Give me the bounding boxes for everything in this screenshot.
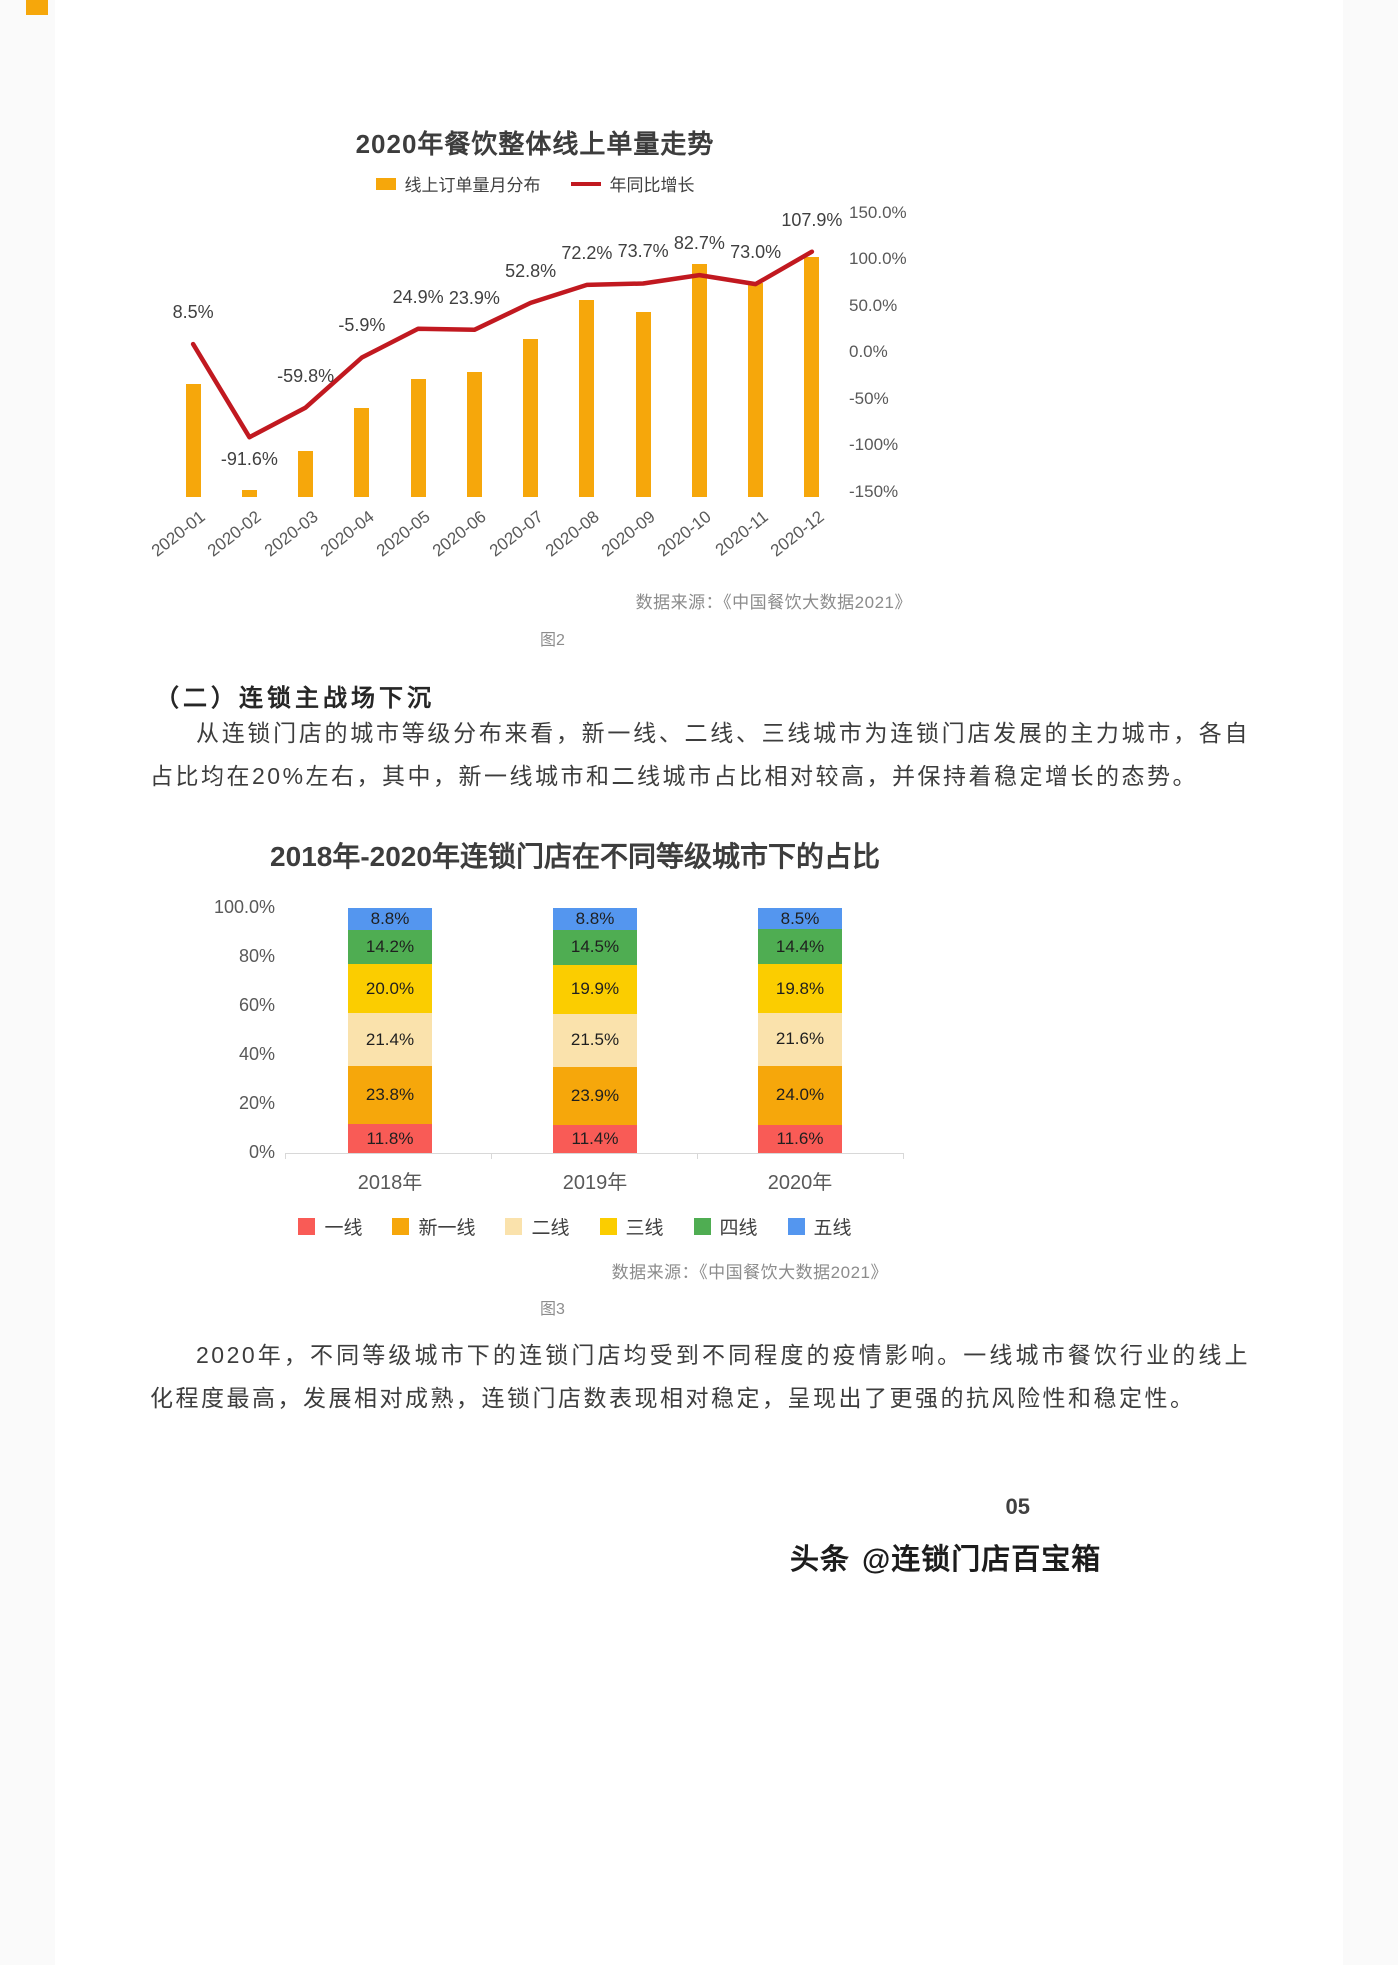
x-axis-tick xyxy=(285,1153,286,1159)
watermark-brand: 头条 xyxy=(790,1544,851,1576)
legend-item: 三线 xyxy=(599,1213,664,1240)
legend-item: 一线 xyxy=(298,1213,362,1240)
stack-segment: 11.8% xyxy=(348,1124,432,1153)
order-volume-bar xyxy=(298,451,314,497)
legend-swatch-icon xyxy=(693,1218,711,1235)
stack-segment: 14.4% xyxy=(758,929,842,965)
stack-segment: 19.8% xyxy=(758,964,842,1013)
chart1-title: 2020年餐饮整体线上单量走势 xyxy=(355,129,715,159)
chart2-title: 2018年-2020年连锁门店在不同等级城市下的占比 xyxy=(270,841,880,872)
legend-item-line-series: 年同比增长 xyxy=(570,171,695,196)
stack-segment: 23.9% xyxy=(553,1066,637,1126)
legend-item-bar-series: 线上订单量月分布 xyxy=(375,171,541,196)
y-axis-tick: -100% xyxy=(849,435,899,454)
stack-segment: 8.5% xyxy=(758,908,842,930)
line-data-label: 82.7% xyxy=(673,233,725,254)
y-axis-tick: 40% xyxy=(238,1044,275,1064)
legend-swatch-icon xyxy=(787,1218,805,1235)
legend-label: 五线 xyxy=(813,1218,852,1239)
stack-segment: 8.8% xyxy=(348,908,432,930)
stack-segment: 11.4% xyxy=(553,1125,637,1153)
y-axis-tick: 80% xyxy=(238,946,275,966)
stack-segment: 14.2% xyxy=(348,929,432,965)
legend-swatch-icon xyxy=(599,1218,617,1235)
legend-item: 五线 xyxy=(787,1213,852,1240)
stack-segment: 23.8% xyxy=(348,1065,432,1125)
y-axis-tick: 0.0% xyxy=(849,342,888,361)
x-axis-label: 2018年 xyxy=(357,1172,423,1194)
chart1-source: 数据来源：《中国餐饮大数据2021》 xyxy=(635,593,912,612)
stack-segment: 8.8% xyxy=(553,908,637,930)
line-data-label: 52.8% xyxy=(505,260,557,281)
line-data-label: 72.2% xyxy=(561,242,613,263)
stack-segment: 21.6% xyxy=(758,1012,842,1066)
line-data-label: 8.5% xyxy=(172,302,214,323)
y-axis-tick: 150.0% xyxy=(849,202,907,222)
y-axis-tick: 100.0% xyxy=(849,249,907,268)
page-number: 05 xyxy=(1005,1494,1030,1519)
y-axis-tick: 50.0% xyxy=(849,295,898,315)
y-axis-tick: 20% xyxy=(238,1093,275,1113)
chart1-legend: 线上订单量月分布 年同比增长 xyxy=(65,171,1005,196)
chart2-figure-label: 图3 xyxy=(540,1301,565,1318)
left-margin xyxy=(0,0,55,1965)
legend-swatch-icon xyxy=(298,1218,316,1235)
x-axis-label: 2019年 xyxy=(562,1172,628,1194)
line-data-label: -91.6% xyxy=(220,449,278,470)
y-axis-tick: -150% xyxy=(849,481,899,501)
legend-label: 一线 xyxy=(324,1218,363,1239)
legend-label: 新一线 xyxy=(418,1218,476,1239)
line-data-label: 73.7% xyxy=(617,241,669,262)
x-axis-line xyxy=(285,1153,903,1154)
chart2-legend: 一线 新一线 二线 三线 四线 五线 xyxy=(130,1213,1020,1240)
line-data-label: 24.9% xyxy=(392,286,444,307)
x-axis-tick xyxy=(697,1153,698,1159)
stack-segment: 21.5% xyxy=(553,1013,637,1067)
line-data-label: 23.9% xyxy=(448,287,500,308)
stack-segment: 24.0% xyxy=(758,1065,842,1125)
watermark-handle: @连锁门店百宝箱 xyxy=(862,1544,1102,1576)
stack-segment: 21.4% xyxy=(348,1013,432,1066)
legend-label: 四线 xyxy=(719,1218,758,1239)
line-data-label: 107.9% xyxy=(781,209,843,230)
y-axis-tick: 0% xyxy=(248,1142,275,1162)
stack-segment: 20.0% xyxy=(348,964,432,1014)
legend-label: 三线 xyxy=(625,1218,664,1239)
stack-segment: 14.5% xyxy=(553,929,637,966)
bar-swatch-icon xyxy=(375,177,396,190)
legend-label: 线上订单量月分布 xyxy=(404,176,541,195)
closing-paragraph: 2020年，不同等级城市下的连锁门店均受到不同程度的疫情影响。一线城市餐饮行业的… xyxy=(150,1342,1250,1411)
right-margin xyxy=(1343,0,1398,1965)
corner-decoration xyxy=(26,0,48,15)
legend-item: 四线 xyxy=(693,1213,758,1240)
legend-item: 新一线 xyxy=(392,1213,475,1240)
legend-item: 二线 xyxy=(505,1213,570,1240)
section-heading: （二）连锁主战场下沉 xyxy=(155,685,435,712)
y-axis-tick: 100.0% xyxy=(213,897,275,917)
stack-segment: 11.6% xyxy=(758,1124,842,1153)
chart2-source: 数据来源：《中国餐饮大数据2021》 xyxy=(611,1263,888,1282)
line-data-label: -5.9% xyxy=(338,315,386,336)
stack-segment: 19.9% xyxy=(553,965,637,1014)
legend-swatch-icon xyxy=(505,1218,523,1235)
watermark: 头条 @连锁门店百宝箱 xyxy=(790,1536,1113,1578)
legend-label: 年同比增长 xyxy=(609,176,695,195)
chart1-figure-label: 图2 xyxy=(540,632,565,649)
y-axis-tick: -50% xyxy=(849,388,889,408)
x-axis-tick xyxy=(491,1153,492,1159)
section-paragraph: 从连锁门店的城市等级分布来看，新一线、二线、三线城市为连锁门店发展的主力城市，各… xyxy=(150,720,1250,789)
x-axis-label: 2020年 xyxy=(767,1172,833,1194)
line-data-label: 73.0% xyxy=(730,242,782,263)
line-swatch-icon xyxy=(570,181,601,186)
legend-label: 二线 xyxy=(531,1218,570,1239)
line-data-label: -59.8% xyxy=(277,365,335,386)
order-volume-bar xyxy=(241,490,257,497)
legend-swatch-icon xyxy=(392,1218,410,1235)
x-axis-tick xyxy=(903,1153,904,1159)
y-axis-tick: 60% xyxy=(238,995,275,1015)
